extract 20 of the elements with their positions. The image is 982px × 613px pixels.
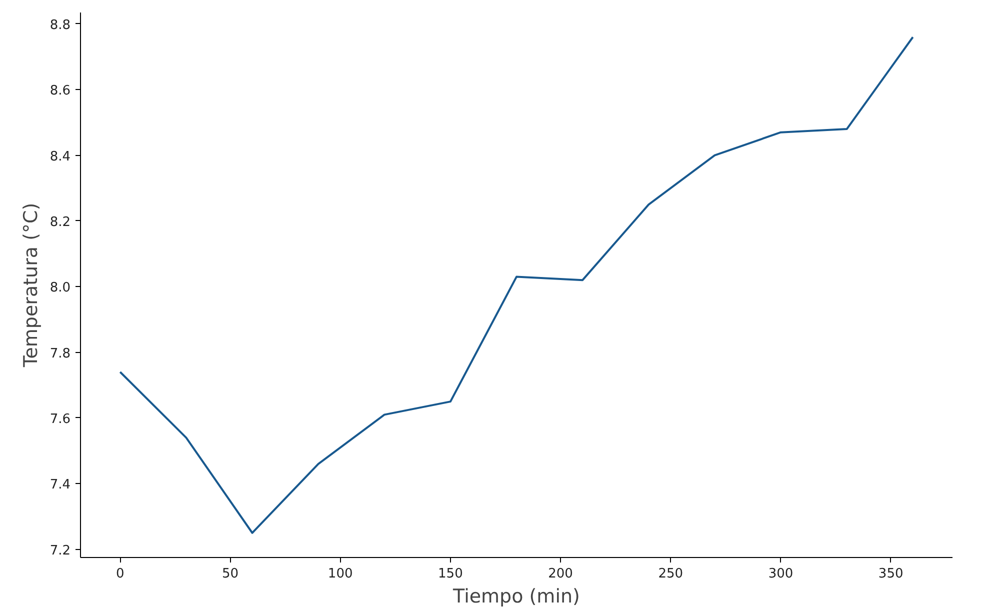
y-tick-label: 8.0: [50, 280, 71, 296]
y-tick-label: 7.2: [50, 543, 71, 558]
x-tick-label: 150: [438, 566, 463, 582]
x-axis-title: Tiempo (min): [452, 586, 580, 608]
y-tick-label: 8.2: [50, 214, 71, 230]
y-tick-label: 7.6: [50, 412, 71, 427]
y-tick-label: 8.4: [50, 149, 71, 164]
y-tick-label: 7.4: [50, 478, 71, 493]
x-tick-label: 0: [116, 566, 124, 582]
x-tick-label: 100: [328, 566, 353, 582]
y-tick-label: 7.8: [50, 346, 71, 362]
y-tick-label: 8.8: [50, 18, 71, 33]
x-tick-label: 250: [658, 566, 684, 582]
y-tick-label: 8.6: [50, 84, 71, 99]
x-tick-label: 300: [768, 566, 794, 582]
y-axis-title: Temperatura (°C): [20, 202, 42, 368]
line-series: [119, 36, 914, 534]
x-tick-label: 200: [548, 566, 573, 582]
x-tick-label: 50: [222, 566, 239, 582]
x-tick-label: 350: [878, 566, 904, 582]
